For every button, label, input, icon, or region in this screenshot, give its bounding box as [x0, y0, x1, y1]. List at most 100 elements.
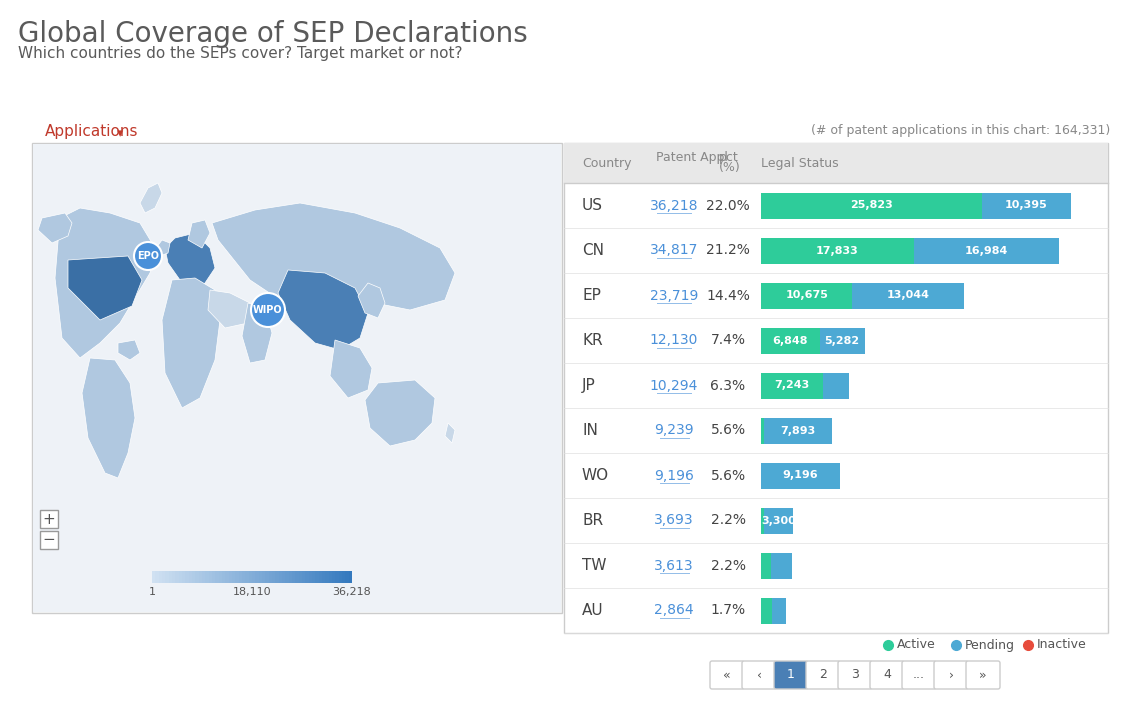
Text: 3,693: 3,693	[654, 513, 694, 528]
Bar	[982, 192, 1070, 218]
Bar	[192, 571, 196, 583]
Text: 23,719: 23,719	[650, 288, 698, 303]
Polygon shape	[140, 183, 162, 213]
FancyBboxPatch shape	[710, 661, 744, 689]
Polygon shape	[38, 213, 72, 243]
Text: WO: WO	[582, 468, 609, 483]
Text: JP: JP	[582, 378, 596, 393]
Text: Country: Country	[582, 157, 632, 170]
Text: 2: 2	[819, 668, 827, 681]
Bar	[328, 571, 333, 583]
Text: IN: IN	[582, 423, 598, 438]
Bar	[275, 571, 279, 583]
FancyBboxPatch shape	[934, 661, 968, 689]
Bar	[232, 571, 236, 583]
Bar	[162, 571, 166, 583]
Bar	[319, 571, 323, 583]
Bar	[761, 373, 823, 398]
Text: 14.4%: 14.4%	[706, 288, 750, 303]
Text: Pending: Pending	[964, 638, 1015, 652]
Bar	[312, 571, 316, 583]
Bar	[205, 571, 209, 583]
Text: 17,833: 17,833	[816, 245, 858, 256]
Bar	[166, 571, 169, 583]
Bar	[309, 571, 312, 583]
Text: 3,613: 3,613	[654, 558, 694, 572]
Bar	[316, 571, 319, 583]
Bar	[279, 571, 282, 583]
Bar	[39, 510, 58, 528]
Bar	[185, 571, 190, 583]
Bar	[239, 571, 243, 583]
Polygon shape	[156, 240, 170, 256]
Bar	[178, 571, 183, 583]
Bar	[175, 571, 179, 583]
FancyBboxPatch shape	[870, 661, 904, 689]
Text: 3,300: 3,300	[761, 515, 796, 526]
Circle shape	[134, 242, 162, 270]
Text: Patent Appl.: Patent Appl.	[656, 151, 732, 164]
Bar	[289, 571, 292, 583]
Text: Active: Active	[897, 638, 936, 652]
Bar	[761, 462, 839, 488]
Text: 9,196: 9,196	[783, 470, 818, 480]
Bar	[243, 571, 246, 583]
Bar	[342, 571, 346, 583]
Text: ...: ...	[913, 668, 925, 681]
Bar	[302, 571, 306, 583]
Text: Which countries do the SEPs cover? Target market or not?: Which countries do the SEPs cover? Targe…	[18, 46, 462, 61]
Polygon shape	[188, 220, 210, 248]
Text: 4: 4	[883, 668, 891, 681]
Text: 36,218: 36,218	[333, 587, 371, 597]
Bar	[772, 553, 792, 579]
Bar	[255, 571, 259, 583]
Text: 21.2%: 21.2%	[706, 243, 750, 258]
Bar	[299, 571, 302, 583]
Text: 6.3%: 6.3%	[711, 379, 746, 392]
Text: 7,243: 7,243	[775, 381, 810, 390]
Text: 34,817: 34,817	[650, 243, 698, 258]
Text: +: +	[43, 512, 55, 526]
Text: Inactive: Inactive	[1037, 638, 1086, 652]
Bar	[761, 328, 820, 354]
FancyBboxPatch shape	[807, 661, 840, 689]
Text: 25,823: 25,823	[851, 200, 893, 210]
Text: US: US	[582, 198, 603, 213]
Bar	[761, 507, 765, 534]
Bar	[171, 571, 176, 583]
Text: 12,130: 12,130	[650, 333, 698, 347]
Bar	[195, 571, 200, 583]
Bar	[761, 192, 982, 218]
Bar	[248, 571, 253, 583]
Text: Global Coverage of SEP Declarations: Global Coverage of SEP Declarations	[18, 20, 528, 48]
Text: ›: ›	[949, 668, 953, 681]
Text: ‹: ‹	[757, 668, 761, 681]
Polygon shape	[358, 283, 385, 318]
Bar	[252, 571, 256, 583]
Bar	[282, 571, 285, 583]
Polygon shape	[277, 270, 368, 350]
Bar	[202, 571, 205, 583]
Polygon shape	[68, 256, 142, 320]
Text: «: «	[723, 668, 731, 681]
Bar	[306, 571, 309, 583]
Text: 9,239: 9,239	[654, 424, 694, 438]
Bar	[182, 571, 186, 583]
Polygon shape	[162, 278, 220, 408]
FancyBboxPatch shape	[774, 661, 808, 689]
Bar	[564, 143, 1108, 183]
Bar	[349, 571, 352, 583]
Bar	[188, 571, 193, 583]
Bar	[765, 507, 793, 534]
Bar	[820, 328, 865, 354]
Text: (%): (%)	[719, 162, 741, 175]
Text: 5.6%: 5.6%	[711, 469, 746, 483]
Text: 6,848: 6,848	[773, 336, 808, 346]
Bar	[332, 571, 336, 583]
FancyBboxPatch shape	[902, 661, 936, 689]
Text: 13,044: 13,044	[887, 290, 929, 301]
Text: 10,675: 10,675	[785, 290, 828, 301]
Text: 5,282: 5,282	[825, 336, 860, 346]
Bar	[325, 571, 329, 583]
Text: −: −	[43, 532, 55, 547]
